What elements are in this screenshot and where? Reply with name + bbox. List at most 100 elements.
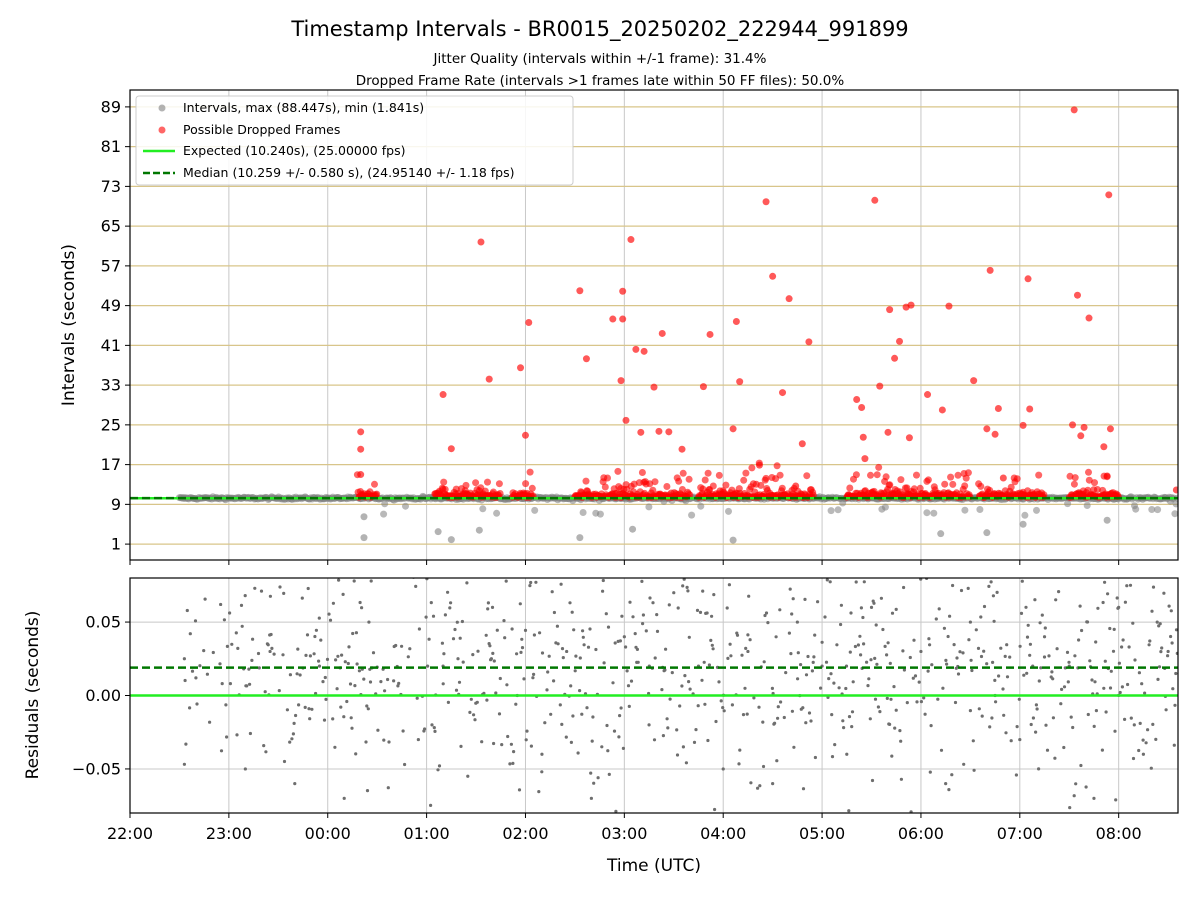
residual-point <box>365 789 370 793</box>
residual-point <box>219 602 223 607</box>
top-ytick-label-17: 17 <box>101 455 121 474</box>
residual-point <box>262 744 266 748</box>
residual-point <box>950 773 954 777</box>
residual-point <box>888 722 892 727</box>
residual-point <box>1170 641 1174 645</box>
dropped-frame-point <box>805 338 813 346</box>
interval-point <box>360 513 368 521</box>
residual-point <box>1071 725 1075 730</box>
interval-point <box>937 530 945 538</box>
residual-point <box>1008 655 1012 659</box>
residual-point <box>952 643 956 647</box>
residual-point <box>193 619 198 623</box>
residual-point <box>319 638 323 642</box>
interval-point <box>688 511 696 519</box>
residual-point <box>203 597 207 601</box>
residual-point <box>737 762 741 766</box>
residual-point <box>496 530 499 533</box>
residual-point <box>333 745 337 749</box>
residual-point <box>305 633 310 637</box>
residual-point <box>518 602 522 606</box>
residuals-panel: 0.05 0.00 −0.05 22:00 23:00 00:00 01:00 02:00 03… <box>72 510 1179 874</box>
residual-point <box>892 685 896 689</box>
residual-point <box>453 627 457 632</box>
residual-point <box>998 573 1001 576</box>
residual-point <box>490 605 495 609</box>
residual-point <box>911 676 915 680</box>
residual-point <box>1144 741 1148 745</box>
residual-point <box>1113 729 1117 733</box>
residual-point <box>585 706 589 710</box>
dropped-frame-point <box>679 469 687 477</box>
residual-point <box>365 704 369 708</box>
residual-point <box>764 611 769 615</box>
residual-point <box>745 712 749 716</box>
residual-point <box>657 510 660 513</box>
residual-point <box>258 549 261 552</box>
residual-point <box>735 633 740 637</box>
residual-point <box>1038 621 1042 625</box>
dropped-frame-point <box>954 471 962 479</box>
residual-point <box>795 620 799 624</box>
residual-point <box>683 674 687 678</box>
dropped-frame-point <box>1071 474 1079 482</box>
residual-point <box>362 677 366 681</box>
residual-point <box>687 635 691 639</box>
dropped-frame-point <box>873 471 881 479</box>
residual-point <box>1137 748 1141 753</box>
residual-point <box>406 655 410 659</box>
residual-point <box>705 611 709 615</box>
residual-point <box>1005 643 1009 647</box>
interval-point <box>479 505 487 513</box>
dropped-frame-point <box>651 478 659 486</box>
residual-point <box>841 719 845 723</box>
residual-point <box>790 709 795 713</box>
residual-point <box>922 696 926 700</box>
residual-point <box>968 709 973 713</box>
residual-point <box>809 719 813 723</box>
residual-point <box>972 768 976 772</box>
interval-point <box>827 507 835 515</box>
residual-point <box>696 704 700 708</box>
residual-point <box>806 654 810 659</box>
dropped-frame-point <box>649 486 657 494</box>
residual-point <box>928 770 932 774</box>
residual-point <box>651 601 655 605</box>
chart-subtitle-jitter: Jitter Quality (intervals within +/-1 fr… <box>433 51 767 67</box>
residual-point <box>596 776 600 780</box>
dropped-frame-point <box>732 318 740 326</box>
residual-point <box>578 689 582 693</box>
legend-dropped-label: Possible Dropped Frames <box>183 122 340 137</box>
residual-point <box>240 624 244 628</box>
dropped-frame-point <box>896 337 904 345</box>
residual-point <box>348 682 353 686</box>
residual-point <box>1098 548 1101 551</box>
residual-point <box>437 818 440 821</box>
residual-point <box>1117 605 1121 609</box>
residual-point <box>1030 570 1033 573</box>
residual-point <box>872 601 876 605</box>
residual-point <box>185 608 189 613</box>
residual-point <box>867 677 871 681</box>
residual-point <box>1126 682 1130 687</box>
residual-point <box>1017 697 1021 701</box>
residual-point <box>844 686 848 691</box>
residual-point <box>1174 628 1178 632</box>
residual-point <box>761 764 766 769</box>
residual-point <box>1174 671 1178 676</box>
residual-point <box>727 583 732 587</box>
residual-point <box>331 717 335 721</box>
residual-point <box>1055 647 1059 651</box>
dropped-frame-point <box>701 476 709 484</box>
interval-point <box>596 510 604 518</box>
residual-point <box>528 584 532 588</box>
residual-point <box>595 871 598 874</box>
residual-point <box>919 649 923 654</box>
residual-point <box>308 654 312 658</box>
residual-point <box>322 538 325 541</box>
residual-point <box>878 710 882 714</box>
residual-point <box>762 660 766 664</box>
residual-point <box>291 732 295 736</box>
residual-point <box>463 564 466 567</box>
residual-point <box>224 703 228 707</box>
